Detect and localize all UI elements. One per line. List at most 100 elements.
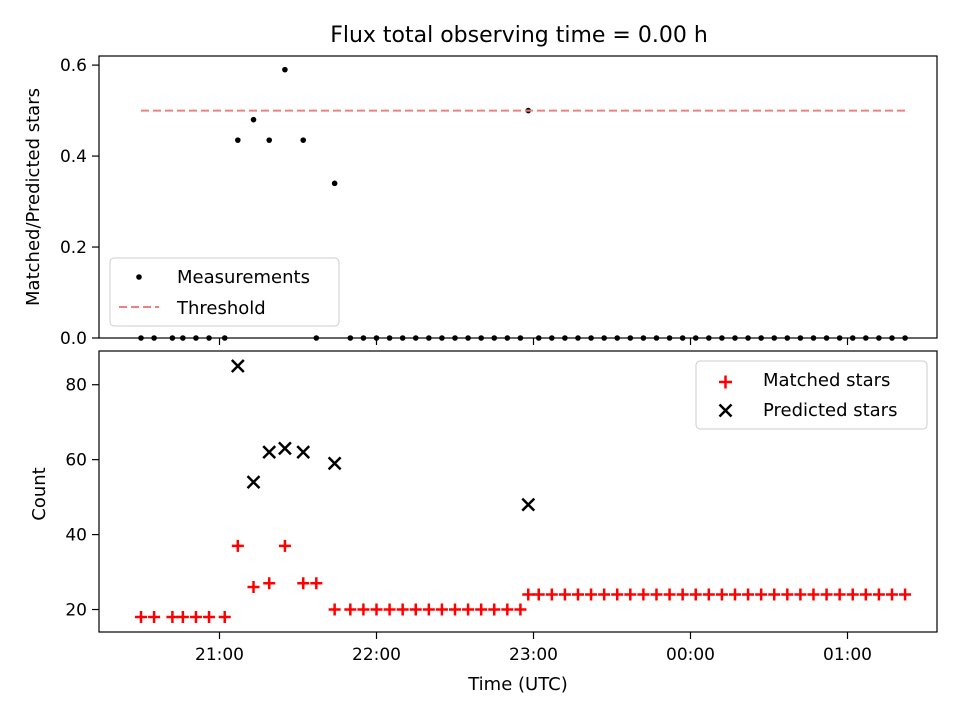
threshold-legend-label: Threshold	[176, 298, 266, 319]
matched-stars-point	[611, 588, 624, 601]
matched-stars-point	[310, 577, 323, 590]
y-tick-label: 0.2	[60, 238, 87, 258]
matched-stars-point	[820, 588, 833, 601]
matched-stars-point	[383, 603, 396, 616]
measurements-point	[300, 137, 307, 143]
matched-stars-point	[571, 588, 584, 601]
x-tick-label: 22:00	[352, 645, 401, 665]
y-tick-label: 0.6	[60, 56, 87, 76]
matched-stars-point	[624, 588, 637, 601]
matched-stars-point	[715, 588, 728, 601]
predicted-stars-point	[327, 456, 342, 471]
measurements-point	[250, 116, 257, 123]
measurements-point	[282, 66, 288, 73]
count-legend-box	[695, 360, 928, 430]
matched-stars-point	[166, 611, 179, 624]
matched-legend-label: Matched stars	[763, 370, 890, 391]
y-tick-label: 60	[65, 451, 87, 471]
matched-stars-point	[396, 603, 409, 616]
matched-stars-point	[663, 588, 676, 601]
ratio-legend-box	[109, 257, 340, 327]
matched-stars-point	[278, 539, 291, 552]
matched-stars-point	[263, 577, 276, 590]
ratio-legend: Measurements Threshold	[109, 257, 340, 327]
matched-stars-point	[148, 611, 161, 624]
y-tick-label: 40	[65, 526, 87, 546]
matched-stars-point	[522, 588, 535, 601]
matched-stars-point	[859, 588, 872, 601]
matched-stars-point	[755, 588, 768, 601]
matched-stars-point	[585, 588, 598, 601]
matched-stars-point	[422, 603, 435, 616]
matched-stars-point	[135, 611, 147, 624]
matched-stars-point	[794, 588, 807, 601]
matched-stars-point	[488, 603, 501, 616]
matched-stars-point	[370, 603, 383, 616]
x-tick-label: 01:00	[823, 645, 872, 665]
matched-stars-point	[545, 588, 558, 601]
matched-stars-point	[676, 588, 689, 601]
matched-stars-point	[742, 588, 755, 601]
matched-legend-marker	[719, 375, 732, 389]
matched-stars-point	[501, 603, 514, 616]
matched-stars-point	[781, 588, 794, 601]
matched-stars-point	[728, 588, 741, 601]
ratio-panel-frame	[98, 55, 938, 339]
figure-title: Flux total observing time = 0.00 h	[330, 23, 708, 48]
matched-stars-point	[833, 588, 846, 601]
count-panel: 20 40 60 80 21:00 22:00 23:00 00:00 01:00 Count…	[29, 350, 938, 695]
measurements-point	[235, 137, 241, 143]
matched-stars-point	[598, 588, 611, 601]
x-tick-label: 23:00	[509, 645, 558, 665]
matched-stars-point	[357, 603, 370, 616]
ratio-panel: 0.0 0.2 0.4 0.6 Matched/Predicted stars Mea…	[23, 55, 938, 349]
predicted-legend-label: Predicted stars	[763, 400, 897, 421]
measurements-legend-label: Measurements	[177, 267, 310, 288]
matched-stars-point	[449, 603, 461, 616]
matched-stars-point	[514, 603, 527, 616]
matched-stars-point	[462, 603, 475, 616]
y-tick-label: 20	[65, 601, 87, 621]
matched-stars-point	[189, 611, 202, 624]
matched-stars-point	[702, 588, 715, 601]
predicted-stars-point	[246, 475, 261, 490]
matched-stars-point	[231, 539, 244, 552]
measurements-point	[266, 137, 273, 143]
matched-stars-point	[176, 611, 189, 624]
y-tick-label: 80	[65, 376, 87, 396]
y-tick-label: 0.4	[60, 147, 87, 167]
matched-stars-point	[247, 581, 260, 594]
matched-stars-point	[872, 588, 885, 601]
measurements-legend-marker	[136, 274, 142, 280]
ratio-y-axis-label: Matched/Predicted stars	[23, 88, 44, 306]
matched-stars-point	[807, 588, 820, 601]
predicted-stars-point	[278, 441, 292, 456]
x-tick-label: 21:00	[195, 645, 244, 665]
matched-stars-point	[558, 588, 571, 601]
x-tick-label: 00:00	[666, 645, 715, 665]
x-axis-label: Time (UTC)	[467, 674, 568, 695]
predicted-stars-point	[521, 497, 536, 512]
count-y-axis-label: Count	[29, 467, 50, 520]
matched-stars-point	[218, 611, 231, 624]
matched-stars-point	[689, 588, 702, 601]
matched-stars-point	[344, 603, 357, 616]
matched-stars-point	[637, 588, 650, 601]
matched-stars-point	[899, 588, 912, 601]
matched-stars-point	[297, 577, 310, 590]
matched-stars-point	[475, 603, 488, 616]
predicted-stars-point	[262, 445, 277, 460]
count-panel-frame	[98, 350, 938, 633]
matched-stars-point	[885, 588, 898, 601]
matched-stars-point	[435, 603, 448, 616]
matched-stars-point	[846, 588, 859, 601]
count-legend: Matched stars Predicted stars	[695, 360, 928, 430]
matched-stars-point	[768, 588, 781, 601]
predicted-legend-marker	[718, 403, 733, 418]
matched-stars-point	[532, 588, 545, 601]
matched-stars-point	[328, 603, 341, 616]
matched-stars-point	[409, 603, 422, 616]
predicted-stars-point	[296, 445, 311, 460]
measurements-point	[331, 180, 338, 187]
